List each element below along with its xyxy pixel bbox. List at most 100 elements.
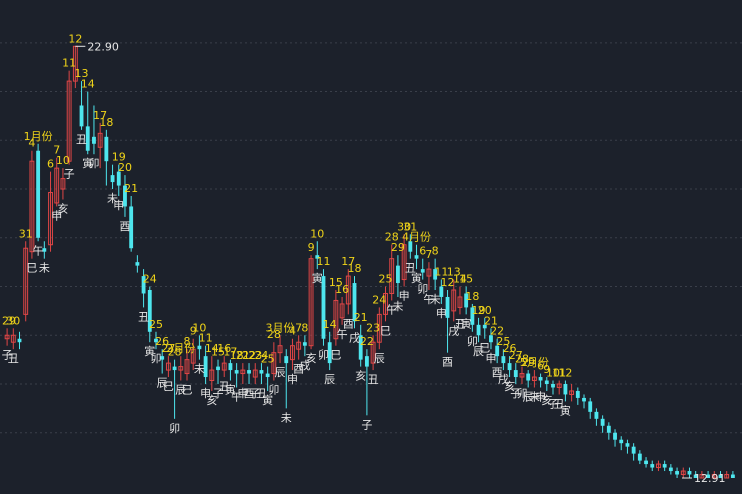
branch-label: 辰 [473,345,484,358]
branch-label: 卯 [150,352,161,365]
candle-body [345,275,351,305]
branch-label: 酉 [442,356,453,369]
candle-body [104,136,109,162]
branch-label: 丑 [8,352,19,365]
candle-body [29,160,35,253]
day-label: 14 [81,78,95,91]
candle-body [656,463,661,469]
candle-body [116,171,121,186]
candle-body [687,471,692,475]
day-label: 16 [217,342,231,355]
candle-body [650,464,655,468]
day-label: 18 [230,349,244,362]
candle-body [531,376,537,382]
candle-body [123,185,127,207]
candle-body [321,276,326,339]
branch-label: 巳 [182,384,193,397]
branch-label: 丑 [256,387,267,400]
day-label: 11 [62,57,76,70]
candle-body [401,244,407,281]
branch-label: 子 [361,418,372,431]
candle-body [271,352,277,375]
day-label: 28 [168,346,182,359]
candle-body [160,356,165,360]
candle-body [209,369,215,382]
day-label: 4月份 [402,231,431,244]
day-label: 26 [503,342,517,355]
candle-body [178,366,184,371]
branch-label: 亥 [355,369,366,383]
day-label: 21 [354,311,368,324]
branch-label: 未 [392,300,403,313]
candle-body [451,289,457,312]
day-label: 15 [329,276,343,289]
candle-body [637,453,642,461]
candle-body [420,269,425,273]
grid-layer [0,42,742,434]
candle-body [92,136,96,144]
day-label: 8 [184,335,191,348]
day-label: 12 [441,276,455,289]
branch-label: 未 [194,363,205,376]
candle-body [42,248,47,252]
candle-body [284,356,289,364]
branch-label: 午 [386,303,397,316]
branch-label: 寅 [144,344,155,358]
day-label: 9 [190,325,197,338]
branch-label: 卯 [169,422,180,435]
day-label: 14 [453,273,467,286]
candle-body [718,474,723,478]
branch-label: 未 [281,411,292,424]
candle-body [364,356,369,367]
day-label: 12 [68,32,82,45]
candle-body [675,471,679,475]
day-label: 26 [155,335,169,348]
candle-body [66,80,72,162]
branch-label: 巳 [330,349,341,362]
branch-label: 未 [39,262,50,275]
candle-body [240,369,246,375]
candle-body [48,192,53,246]
candle-body [376,313,382,343]
day-label: 22 [360,335,374,348]
day-label: 1月份 [24,130,53,143]
day-label: 9 [543,363,550,376]
day-label: 24 [372,293,386,306]
branch-label: 卯 [268,384,279,397]
candle-body [165,362,171,371]
branch-label: 巳 [479,342,490,355]
branch-label: 丑 [219,380,230,393]
candle-body [495,345,500,357]
day-label: 17 [93,109,107,122]
candle-body [476,324,481,336]
branch-label: 子 [510,387,521,400]
branch-label: 寅 [262,393,273,407]
candle-body [17,338,22,343]
candle-body [302,342,307,346]
branch-label: 酉 [244,387,255,400]
day-label: 30 [6,314,20,327]
day-label: 8 [432,245,439,258]
candle-body [234,370,239,374]
branch-label: 午 [337,328,348,341]
day-label: 11 [434,266,448,279]
candle-body [228,363,233,371]
candle-body [36,150,41,238]
day-label: 27 [161,342,175,355]
branch-label: 未 [529,390,540,403]
branch-label: 戌 [349,331,360,344]
branch-label: 子 [548,397,559,410]
branch-label: 辰 [523,390,534,403]
branch-label: 未 [430,293,441,306]
branch-label: 亥 [306,351,317,365]
candle-body [457,296,463,308]
candle-body [433,269,438,280]
branch-label: 申 [51,209,62,222]
candle-body [526,373,531,381]
day-label: 21 [236,349,250,362]
day-label: 23 [366,321,380,334]
candle-body [135,262,140,266]
day-label: 2月份 [166,342,195,355]
day-label: 28 [267,328,281,341]
candle-body [327,342,332,364]
